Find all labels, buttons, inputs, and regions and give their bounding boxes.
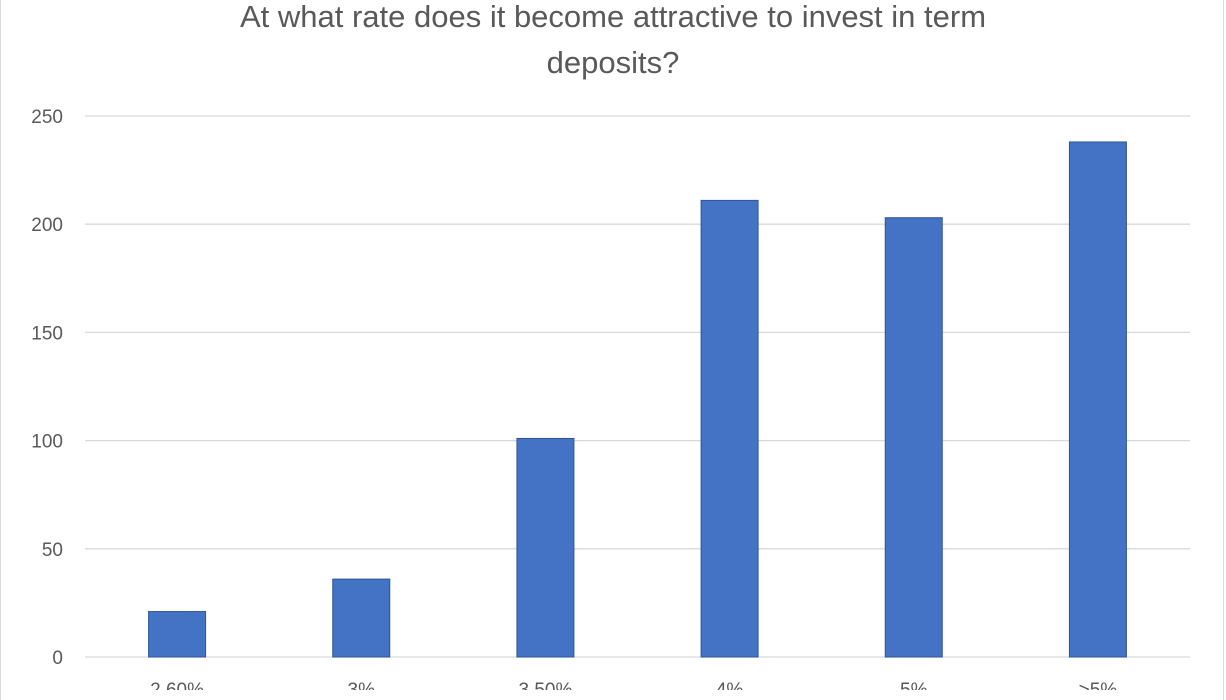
x-tick-label: 4% (716, 680, 744, 690)
gridlines (85, 115, 1190, 658)
bars (148, 141, 1127, 658)
chart-title-line-1: At what rate does it become attractive t… (239, 0, 987, 34)
y-tick-label: 250 (31, 107, 63, 128)
bar-3 (516, 437, 575, 658)
x-tick-label: >5% (1079, 680, 1118, 690)
bar-6 (1068, 141, 1127, 658)
bar-4 (700, 199, 759, 658)
x-tick-label: 5% (900, 680, 928, 690)
y-tick-label: 100 (31, 432, 63, 453)
x-tick-label: 3.50% (518, 680, 572, 690)
x-tick-label: 2.60% (150, 680, 204, 690)
x-axis-ticks: 2.60% 3% 3.50% 4% 5% >5% (150, 680, 1117, 690)
bar-1 (148, 611, 207, 658)
bar-5 (884, 217, 943, 658)
y-tick-label: 0 (52, 648, 63, 669)
chart-title-line-2: deposits? (546, 45, 680, 80)
y-axis-ticks: 0 50 100 150 200 250 (31, 107, 63, 669)
chart-title: At what rate does it become attractive t… (0, 0, 1226, 86)
x-tick-label: 3% (348, 680, 376, 690)
y-tick-label: 200 (31, 215, 63, 236)
y-tick-label: 50 (42, 540, 63, 561)
bar-2 (332, 578, 391, 658)
y-tick-label: 150 (31, 323, 63, 344)
